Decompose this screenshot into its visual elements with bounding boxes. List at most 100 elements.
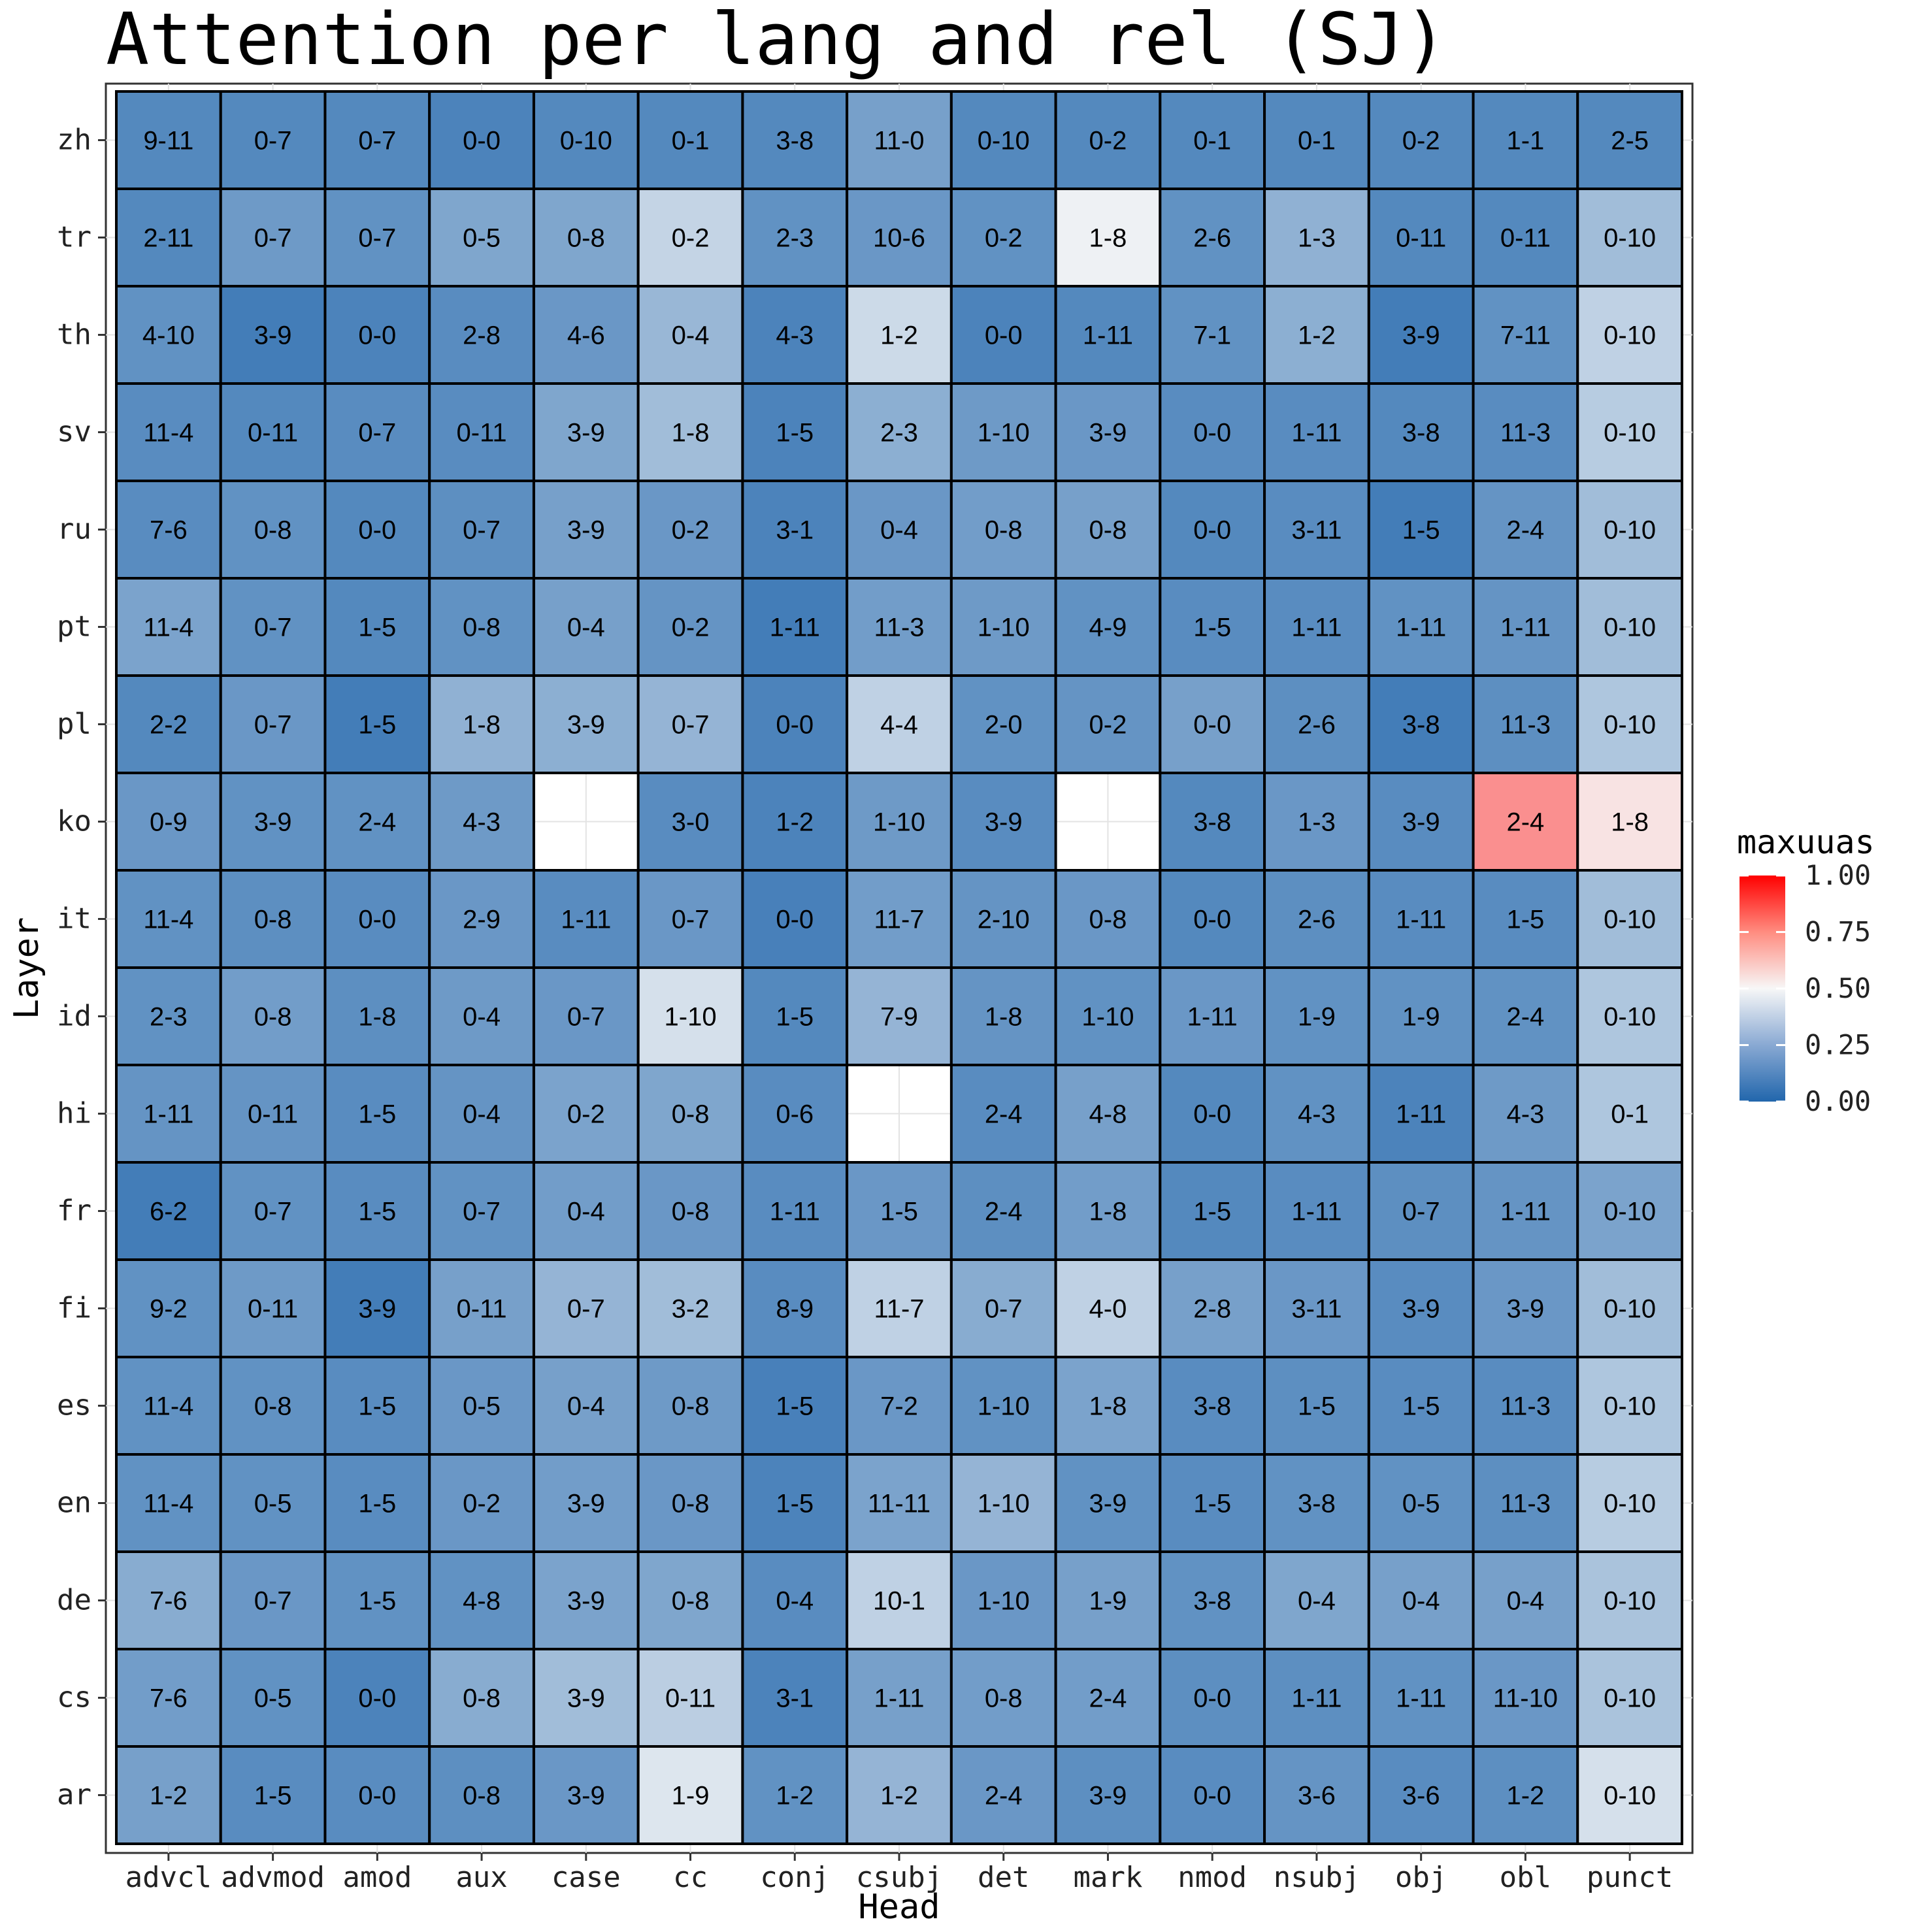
cell-value-label: 1-11 <box>143 1100 193 1129</box>
cell-value-label: 0-8 <box>254 1392 292 1421</box>
cell-value-label: 1-10 <box>978 614 1030 642</box>
heatmap-cell <box>949 1356 1057 1456</box>
heatmap-cell <box>636 1745 744 1845</box>
cell-value-label: 1-10 <box>978 1392 1030 1421</box>
cell-value-label: 1-5 <box>776 419 814 448</box>
cell-value-label: 1-5 <box>358 1490 396 1518</box>
heatmap-cell <box>115 966 222 1066</box>
cell-value-label: 0-10 <box>1604 516 1656 545</box>
cell-value-label: 4-6 <box>567 321 605 350</box>
cell-value-label: 1-1 <box>1506 127 1544 156</box>
y-tick-label: ar <box>57 1778 91 1812</box>
x-tick-labels: advcl advmod amod aux case cc conj csubj det mark… <box>125 1853 1673 1894</box>
y-tick-label: hi <box>57 1097 91 1130</box>
heatmap-cell <box>1159 869 1266 969</box>
cell-value-label: 0-7 <box>358 419 396 448</box>
cell-value-label: 7-2 <box>880 1392 918 1421</box>
y-tick-label: fr <box>57 1194 91 1228</box>
cell-value-label: 1-11 <box>1291 1198 1342 1226</box>
heatmap-cell <box>949 1648 1057 1748</box>
heatmap-cell <box>115 869 222 969</box>
cell-value-label: 0-8 <box>463 1684 501 1713</box>
cell-value-label: 8-9 <box>776 1295 814 1324</box>
heatmap-cell <box>636 1648 744 1748</box>
x-tick-label: amod <box>342 1861 412 1894</box>
cell-value-label: 3-9 <box>358 1295 396 1324</box>
heatmap-cell <box>949 382 1057 482</box>
cell-value-label: 1-5 <box>776 1003 814 1032</box>
heatmap-cell <box>1472 90 1579 190</box>
cell-value-label: 0-0 <box>776 711 814 740</box>
cell-value-label: 1-5 <box>1193 1490 1231 1518</box>
cell-value-label: 1-9 <box>672 1782 710 1810</box>
heatmap-cell <box>741 1161 849 1261</box>
heatmap-cell <box>532 1453 640 1553</box>
cell-value-label: 3-6 <box>1402 1782 1440 1810</box>
heatmap-cell <box>323 1258 431 1358</box>
heatmap-cell <box>532 1258 640 1358</box>
heatmap-cell <box>741 1064 849 1164</box>
cell-value-label: 3-1 <box>776 1684 814 1713</box>
heatmap-cell <box>949 90 1057 190</box>
cell-value-label: 11-7 <box>874 906 924 934</box>
cell-value-label: 0-1 <box>1298 127 1336 156</box>
cell-value-label: 0-0 <box>1193 1100 1231 1129</box>
cell-value-label: 7-11 <box>1500 321 1551 350</box>
color-legend: maxuuas 0.00 0.25 0.50 0.75 1.00 <box>1737 823 1875 1117</box>
cell-value-label: 0-2 <box>672 224 710 253</box>
heatmap-cell <box>636 382 744 482</box>
cell-value-label: 0-11 <box>665 1684 716 1713</box>
cell-value-label: 0-4 <box>463 1100 501 1129</box>
cell-value-label: 0-0 <box>1193 1782 1231 1810</box>
cell-value-label: 0-10 <box>1604 321 1656 350</box>
heatmap-cell <box>323 869 431 969</box>
heatmap-cell <box>1576 382 1683 482</box>
heatmap-cell <box>1367 869 1475 969</box>
cell-value-label: 3-9 <box>567 711 605 740</box>
cell-value-label: 2-4 <box>1506 516 1544 545</box>
cell-value-label: 0-11 <box>457 419 507 448</box>
cell-value-label: 3-9 <box>1402 1295 1440 1324</box>
cell-value-label: 0-8 <box>672 1490 710 1518</box>
cell-value-label: 11-4 <box>143 419 193 448</box>
heatmap-cell <box>219 1648 327 1748</box>
cell-value-label: 0-4 <box>1402 1587 1440 1616</box>
cell-value-label: 0-10 <box>1604 419 1656 448</box>
cell-value-label: 1-11 <box>1291 419 1342 448</box>
cell-value-label: 4-3 <box>1298 1100 1336 1129</box>
cell-value-label: 7-6 <box>150 1684 188 1713</box>
cell-value-label: 1-9 <box>1089 1587 1127 1616</box>
heatmap-cell <box>1367 772 1475 872</box>
cell-value-label: 11-4 <box>143 1490 193 1518</box>
heatmap-cell <box>846 188 953 287</box>
cell-value-label: 1-5 <box>358 1587 396 1616</box>
cell-value-label: 3-9 <box>254 321 292 350</box>
cell-value-label: 4-10 <box>142 321 195 350</box>
heatmap-cell <box>846 1161 953 1261</box>
heatmap-cell <box>219 285 327 385</box>
y-tick-label: zh <box>57 123 91 157</box>
cell-value-label: 0-8 <box>1089 906 1127 934</box>
cell-value-label: 2-4 <box>985 1100 1023 1129</box>
heatmap-cell <box>428 674 535 774</box>
heatmap-cell <box>219 1745 327 1845</box>
cell-value-label: 3-9 <box>1402 321 1440 350</box>
cell-value-label: 1-11 <box>1291 1684 1342 1713</box>
heatmap-cell <box>741 1356 849 1456</box>
heatmap-cell <box>1263 869 1370 969</box>
cell-value-label: 3-9 <box>254 808 292 837</box>
heatmap-cell <box>1576 1745 1683 1845</box>
cell-value-label: 3-8 <box>1298 1490 1336 1518</box>
heatmap-cell <box>636 1550 744 1650</box>
heatmap-cell <box>532 1064 640 1164</box>
cell-value-label: 0-10 <box>1604 1003 1656 1032</box>
cell-value-label: 4-3 <box>776 321 814 350</box>
cell-value-label: 0-5 <box>1402 1490 1440 1518</box>
heatmap-cell <box>1263 188 1370 287</box>
heatmap-cell <box>1263 1356 1370 1456</box>
cell-value-label: 9-2 <box>150 1295 188 1324</box>
heatmap-cell <box>115 577 222 677</box>
cell-value-label: 1-2 <box>776 808 814 837</box>
cell-value-label: 1-8 <box>358 1003 396 1032</box>
cell-value-label: 0-10 <box>1604 224 1656 253</box>
